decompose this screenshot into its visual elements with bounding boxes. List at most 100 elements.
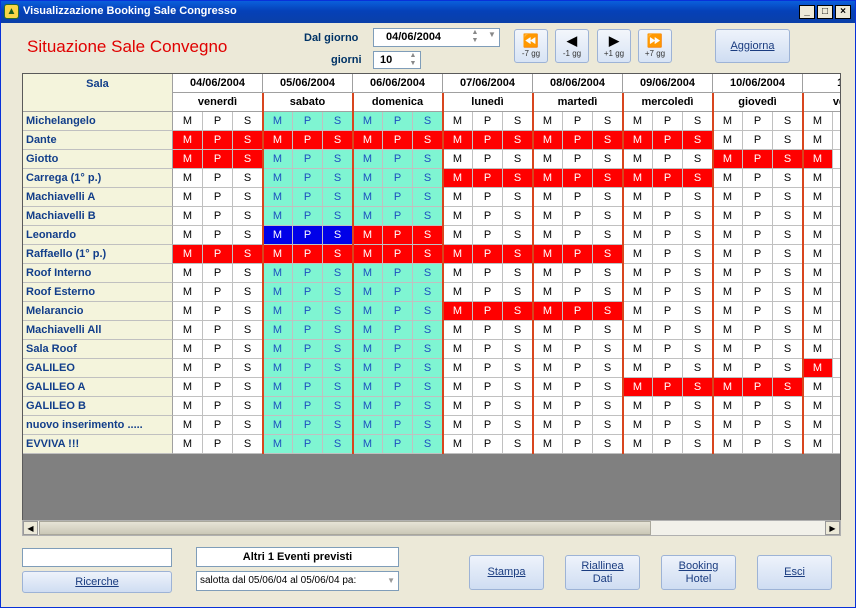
slot-cell[interactable]: P [473, 340, 503, 359]
slot-cell[interactable]: M [263, 112, 293, 131]
slot-cell[interactable]: P [653, 226, 683, 245]
slot-cell[interactable]: M [443, 397, 473, 416]
slot-cell[interactable]: S [323, 207, 353, 226]
slot-cell[interactable]: M [443, 188, 473, 207]
slot-cell[interactable]: P [203, 131, 233, 150]
slot-cell[interactable]: M [803, 283, 833, 302]
slot-cell[interactable]: M [713, 340, 743, 359]
slot-cell[interactable]: M [353, 378, 383, 397]
slot-cell[interactable]: P [833, 226, 840, 245]
slot-cell[interactable]: S [233, 207, 263, 226]
day-date-header[interactable]: 04/06/2004 [173, 74, 263, 93]
slot-cell[interactable]: M [803, 150, 833, 169]
slot-cell[interactable]: P [653, 207, 683, 226]
slot-cell[interactable]: S [503, 131, 533, 150]
slot-cell[interactable]: S [233, 283, 263, 302]
slot-cell[interactable]: P [833, 264, 840, 283]
slot-cell[interactable]: P [383, 340, 413, 359]
slot-cell[interactable]: S [323, 112, 353, 131]
slot-cell[interactable]: P [743, 321, 773, 340]
slot-cell[interactable]: P [833, 397, 840, 416]
slot-cell[interactable]: S [233, 378, 263, 397]
slot-cell[interactable]: S [773, 169, 803, 188]
slot-cell[interactable]: P [743, 416, 773, 435]
slot-cell[interactable]: M [713, 131, 743, 150]
slot-cell[interactable]: M [173, 150, 203, 169]
slot-cell[interactable]: M [443, 302, 473, 321]
slot-cell[interactable]: P [203, 283, 233, 302]
slot-cell[interactable]: S [323, 131, 353, 150]
slot-cell[interactable]: P [293, 302, 323, 321]
slot-cell[interactable]: M [263, 416, 293, 435]
slot-cell[interactable]: M [353, 264, 383, 283]
slot-cell[interactable]: M [533, 188, 563, 207]
slot-cell[interactable]: M [803, 245, 833, 264]
slot-cell[interactable]: S [413, 283, 443, 302]
slot-cell[interactable]: M [533, 169, 563, 188]
back-1-day-button[interactable]: ◀ -1 gg [555, 29, 589, 63]
slot-cell[interactable]: M [623, 150, 653, 169]
slot-cell[interactable]: P [383, 435, 413, 454]
room-name[interactable]: GALILEO B [23, 397, 173, 416]
slot-cell[interactable]: M [713, 264, 743, 283]
slot-cell[interactable]: P [383, 131, 413, 150]
slot-cell[interactable]: M [173, 207, 203, 226]
slot-cell[interactable]: P [293, 188, 323, 207]
slot-cell[interactable]: P [833, 283, 840, 302]
slot-cell[interactable]: S [683, 340, 713, 359]
slot-cell[interactable]: M [623, 169, 653, 188]
slot-cell[interactable]: P [473, 188, 503, 207]
day-date-header[interactable]: 11/0 [803, 74, 840, 93]
slot-cell[interactable]: M [353, 302, 383, 321]
slot-cell[interactable]: M [173, 112, 203, 131]
slot-cell[interactable]: P [383, 245, 413, 264]
slot-cell[interactable]: M [263, 131, 293, 150]
slot-cell[interactable]: P [653, 169, 683, 188]
slot-cell[interactable]: M [713, 226, 743, 245]
slot-cell[interactable]: P [743, 435, 773, 454]
slot-cell[interactable]: M [623, 416, 653, 435]
slot-cell[interactable]: M [263, 397, 293, 416]
slot-cell[interactable]: S [593, 169, 623, 188]
slot-cell[interactable]: P [383, 188, 413, 207]
slot-cell[interactable]: P [203, 321, 233, 340]
room-name[interactable]: nuovo inserimento ..... [23, 416, 173, 435]
slot-cell[interactable]: M [803, 207, 833, 226]
slot-cell[interactable]: P [383, 207, 413, 226]
slot-cell[interactable]: S [323, 397, 353, 416]
slot-cell[interactable]: M [173, 169, 203, 188]
day-weekday-header[interactable]: martedì [533, 93, 623, 112]
slot-cell[interactable]: S [323, 226, 353, 245]
slot-cell[interactable]: M [173, 340, 203, 359]
slot-cell[interactable]: S [683, 169, 713, 188]
slot-cell[interactable]: M [353, 112, 383, 131]
slot-cell[interactable]: M [623, 321, 653, 340]
slot-cell[interactable]: S [593, 378, 623, 397]
slot-cell[interactable]: S [233, 359, 263, 378]
slot-cell[interactable]: S [233, 435, 263, 454]
slot-cell[interactable]: P [653, 283, 683, 302]
slot-cell[interactable]: M [263, 321, 293, 340]
slot-cell[interactable]: P [293, 321, 323, 340]
slot-cell[interactable]: S [683, 435, 713, 454]
slot-cell[interactable]: P [653, 302, 683, 321]
day-date-header[interactable]: 09/06/2004 [623, 74, 713, 93]
slot-cell[interactable]: P [833, 112, 840, 131]
slot-cell[interactable]: P [473, 131, 503, 150]
slot-cell[interactable]: M [353, 321, 383, 340]
slot-cell[interactable]: M [173, 226, 203, 245]
slot-cell[interactable]: P [293, 359, 323, 378]
slot-cell[interactable]: S [233, 226, 263, 245]
slot-cell[interactable]: M [623, 245, 653, 264]
room-name[interactable]: Raffaello (1° p.) [23, 245, 173, 264]
slot-cell[interactable]: S [683, 207, 713, 226]
slot-cell[interactable]: M [443, 435, 473, 454]
slot-cell[interactable]: P [203, 359, 233, 378]
slot-cell[interactable]: P [563, 283, 593, 302]
slot-cell[interactable]: S [503, 321, 533, 340]
slot-cell[interactable]: M [353, 226, 383, 245]
date-spin-icon[interactable]: ▲ ▼ [471, 29, 479, 44]
slot-cell[interactable]: P [293, 169, 323, 188]
slot-cell[interactable]: S [503, 207, 533, 226]
slot-cell[interactable]: M [533, 359, 563, 378]
